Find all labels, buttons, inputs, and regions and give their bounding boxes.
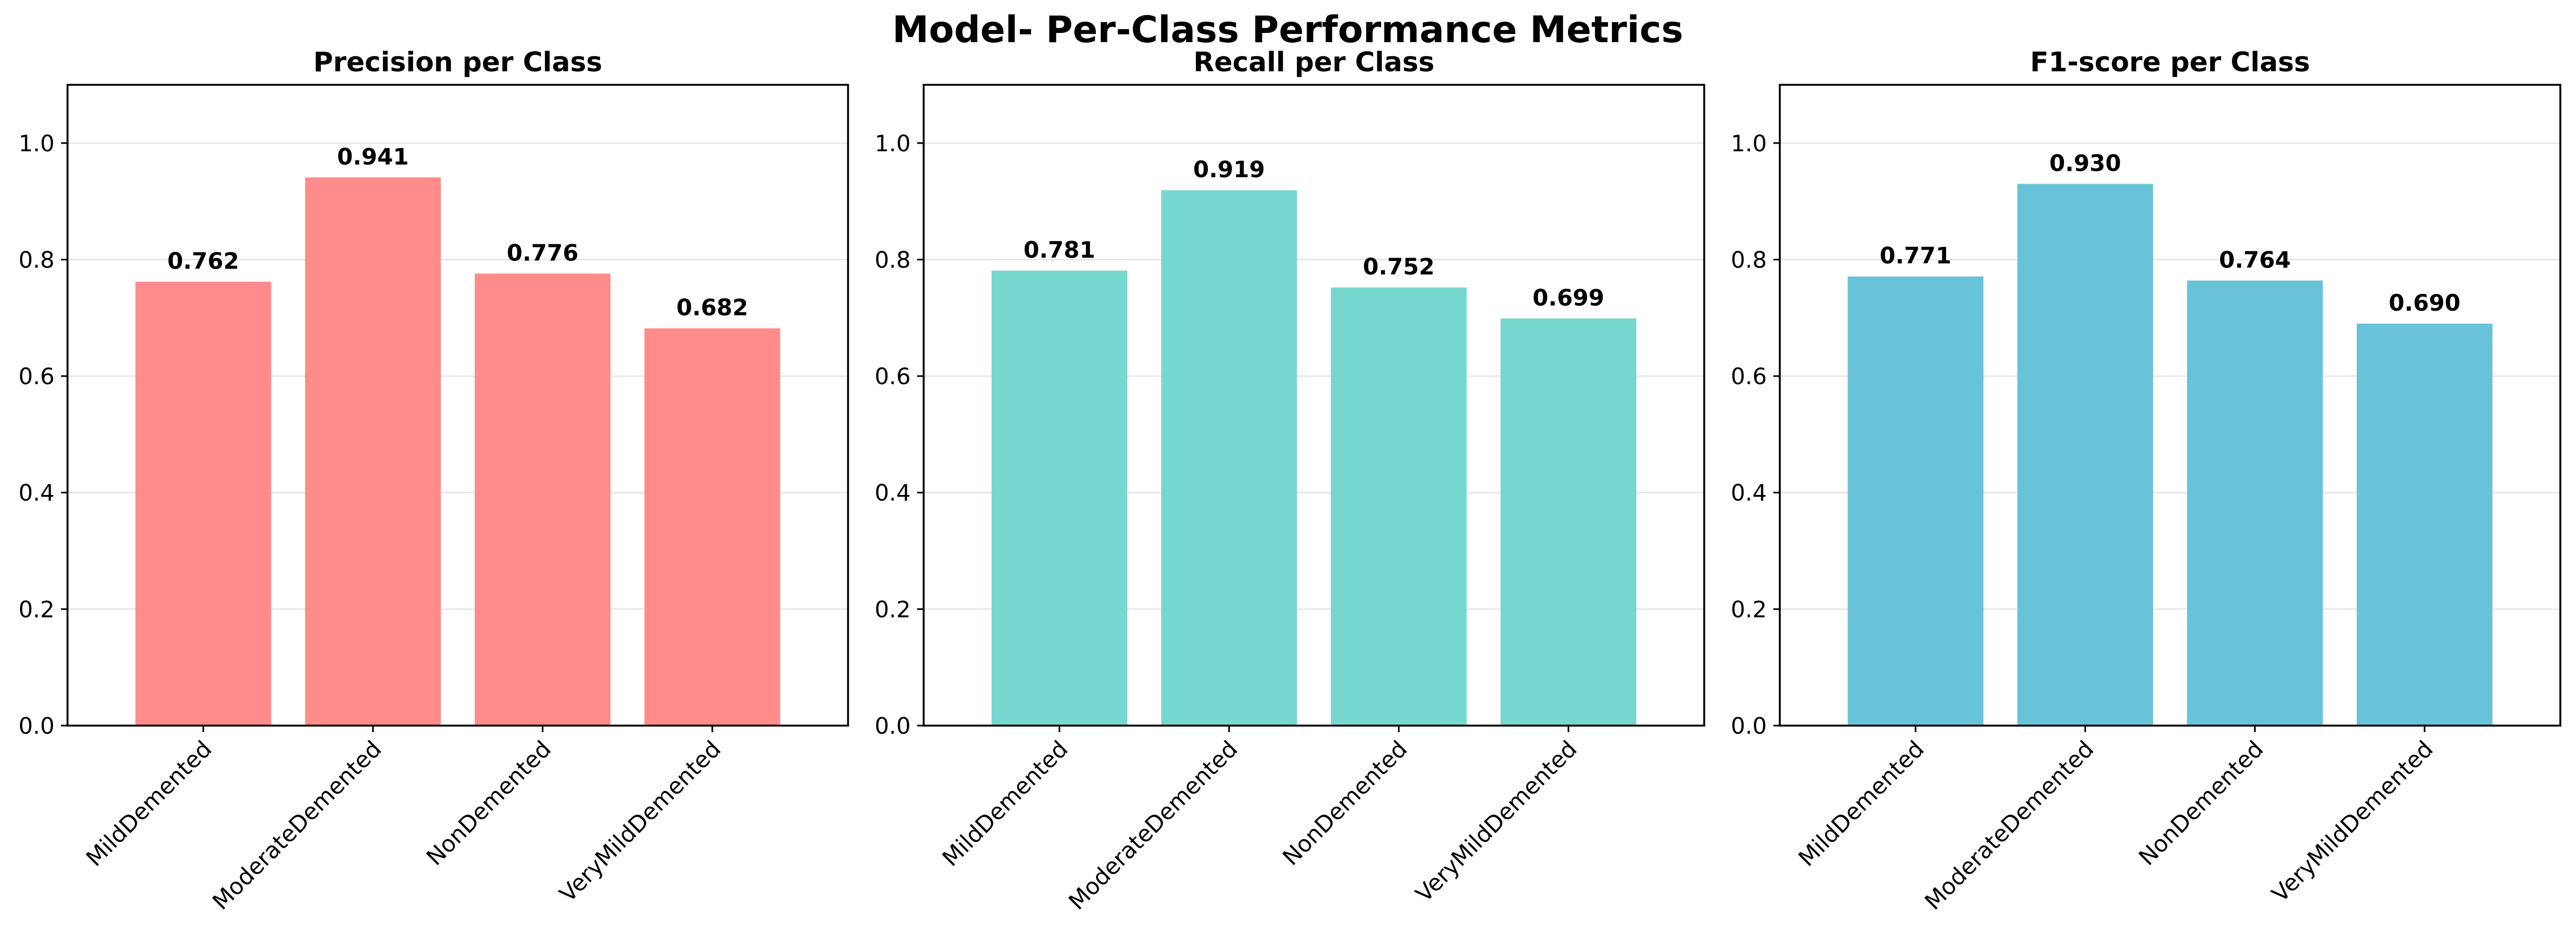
bar-value-label: 0.762	[167, 247, 239, 274]
bar	[644, 328, 781, 726]
y-tick-label: 0.6	[1731, 363, 1767, 390]
x-tick-label: VeryMildDemented	[2266, 735, 2438, 907]
x-tick-label: NonDemented	[1277, 735, 1413, 870]
y-tick-label: 0.8	[18, 246, 55, 273]
chart-panel-3: 0.771 0.930 0.764 0.690 0.0 0.2 0.4 0.6 0.8 1.0 Mi…	[1731, 46, 2561, 915]
bar-value-label: 0.776	[507, 239, 579, 266]
bar-value-label: 0.764	[2219, 246, 2291, 273]
panel-title: F1-score per Class	[2030, 46, 2310, 78]
bar	[1847, 276, 1983, 726]
bar-value-label: 0.941	[337, 143, 409, 170]
y-tick-label: 0.2	[18, 596, 55, 622]
plot-frame	[923, 84, 1705, 727]
x-tick-label: NonDemented	[421, 735, 556, 870]
bar	[2357, 324, 2493, 726]
bar-value-label: 0.930	[2049, 150, 2121, 176]
bar-value-label: 0.682	[676, 294, 748, 321]
x-tick-label: ModerateDemented	[207, 735, 387, 915]
y-tick-label: 1.0	[1731, 130, 1767, 157]
x-tick-label: NonDemented	[2134, 735, 2269, 870]
bar-value-label: 0.699	[1532, 284, 1604, 311]
x-tick-label: MildDemented	[81, 735, 217, 871]
y-tick-label: 0.6	[875, 363, 911, 390]
bar	[991, 270, 1127, 726]
bar	[305, 177, 441, 726]
bar	[2187, 280, 2323, 726]
bar	[135, 281, 271, 726]
y-tick-label: 0.4	[18, 480, 55, 506]
y-tick-label: 0.8	[875, 246, 911, 273]
x-tick-label: ModerateDemented	[1920, 735, 2099, 915]
bar-value-label: 0.771	[1880, 243, 1952, 269]
bar	[2017, 184, 2154, 726]
y-tick-label: 1.0	[18, 130, 55, 157]
y-tick-label: 0.4	[1731, 480, 1767, 506]
bar	[1330, 287, 1467, 726]
bar-value-label: 0.919	[1193, 156, 1265, 183]
chart-panel-2: 0.781 0.919 0.752 0.699 0.0 0.2 0.4 0.6 0.8 1.0 Mi…	[875, 46, 1705, 915]
y-tick-label: 0.0	[1731, 713, 1767, 739]
y-tick-label: 0.8	[1731, 246, 1767, 273]
chart-panels: 0.762 0.941 0.776 0.682 0.0 0.2 0.4 0.6 0.8 1.0 Mi…	[18, 46, 2561, 915]
bar-value-label: 0.690	[2389, 290, 2460, 316]
x-tick-label: MildDemented	[937, 735, 1073, 871]
y-tick-label: 0.2	[875, 596, 911, 622]
chart-panel-1: 0.762 0.941 0.776 0.682 0.0 0.2 0.4 0.6 0.8 1.0 Mi…	[18, 46, 849, 915]
bar	[474, 273, 611, 726]
y-tick-label: 0.2	[1731, 596, 1767, 622]
y-tick-label: 0.4	[875, 480, 911, 506]
x-tick-label: MildDemented	[1793, 735, 1929, 871]
bar-value-label: 0.781	[1024, 237, 1095, 263]
bar	[1501, 318, 1637, 726]
panel-title: Recall per Class	[1193, 46, 1434, 78]
y-tick-label: 0.6	[18, 363, 55, 390]
x-tick-label: VeryMildDemented	[554, 735, 726, 907]
figure-title: Model- Per-Class Performance Metrics	[892, 9, 1683, 51]
bar	[1161, 190, 1297, 726]
panel-title: Precision per Class	[313, 46, 602, 78]
plot-frame	[1779, 84, 2561, 727]
x-tick-label: VeryMildDemented	[1410, 735, 1582, 907]
bar-value-label: 0.752	[1363, 253, 1435, 280]
plot-frame	[66, 84, 849, 727]
y-tick-label: 0.0	[18, 713, 55, 739]
y-tick-label: 1.0	[875, 130, 911, 157]
y-tick-label: 0.0	[875, 713, 911, 739]
x-tick-label: ModerateDemented	[1064, 735, 1243, 915]
